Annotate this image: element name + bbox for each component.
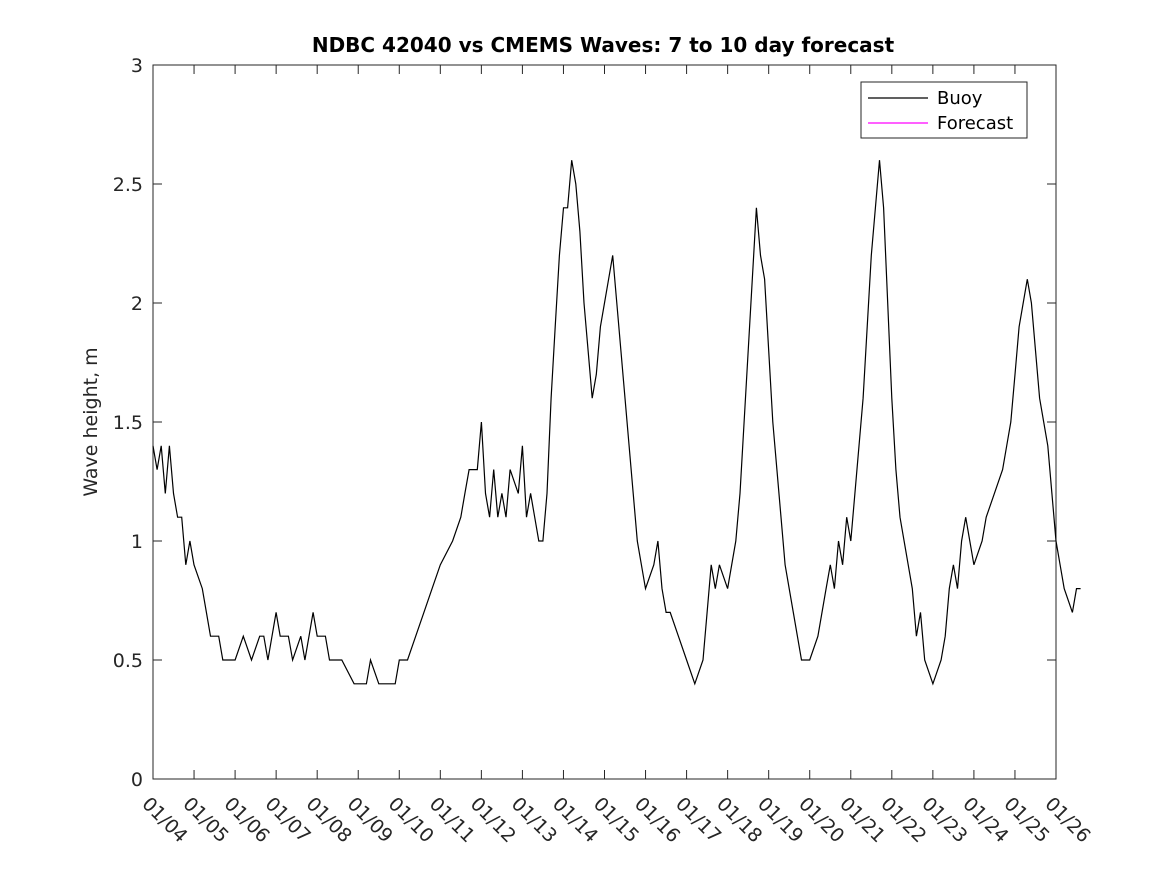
y-axis-label: Wave height, m — [80, 347, 102, 496]
y-tick-label: 2.5 — [113, 174, 143, 196]
legend-label: Forecast — [937, 113, 1013, 134]
chart-title: NDBC 42040 vs CMEMS Waves: 7 to 10 day f… — [312, 33, 895, 57]
y-tick-label: 3 — [131, 55, 143, 77]
y-tick-label: 1.5 — [113, 412, 143, 434]
y-tick-label: 0 — [131, 769, 143, 791]
series-line-buoy — [152, 160, 1081, 686]
legend-box — [860, 81, 1028, 139]
y-tick-label: 0.5 — [113, 650, 143, 672]
y-tick-label: 1 — [131, 531, 143, 553]
legend: Buoy Forecast — [860, 81, 1028, 139]
y-tick-label: 2 — [131, 293, 143, 315]
legend-label: Buoy — [937, 88, 983, 109]
